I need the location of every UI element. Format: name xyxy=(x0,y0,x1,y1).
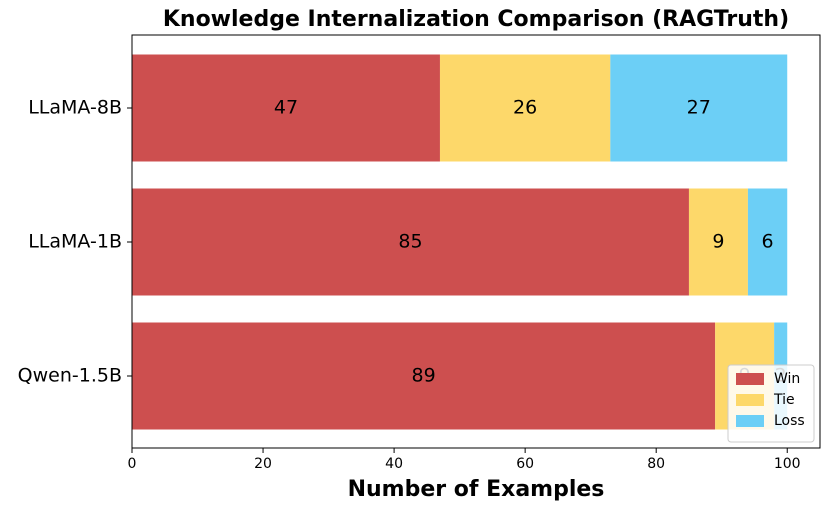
y-tick-label: LLaMA-8B xyxy=(28,97,122,119)
bar-segment xyxy=(439,54,611,162)
value-label: 85 xyxy=(398,231,422,253)
legend-swatch xyxy=(736,373,764,385)
bar-segment xyxy=(688,188,748,296)
x-tick-label: 40 xyxy=(385,456,403,472)
value-label: 9 xyxy=(712,231,724,253)
plot-frame xyxy=(131,34,821,449)
legend-swatch xyxy=(736,415,764,427)
bar-segment xyxy=(132,54,440,162)
x-tick-label: 80 xyxy=(647,456,665,472)
value-label: 47 xyxy=(274,97,298,119)
bar-segment xyxy=(747,188,788,296)
y-tick-label: Qwen-1.5B xyxy=(18,365,122,387)
legend-swatch xyxy=(736,394,764,406)
bar-segment xyxy=(132,188,689,296)
legend-label: Tie xyxy=(773,392,795,408)
x-axis-label: Number of Examples xyxy=(348,477,605,502)
x-tick-label: 60 xyxy=(516,456,534,472)
x-tick-label: 0 xyxy=(128,456,137,472)
x-tick-label: 100 xyxy=(774,456,801,472)
legend-label: Win xyxy=(774,371,800,387)
bar-segment xyxy=(610,54,788,162)
legend-label: Loss xyxy=(774,413,805,429)
value-label: 27 xyxy=(687,97,711,119)
chart-title: Knowledge Internalization Comparison (RA… xyxy=(163,7,789,32)
y-tick-label: LLaMA-1B xyxy=(28,231,122,253)
value-label: 89 xyxy=(411,365,435,387)
value-label: 26 xyxy=(513,97,537,119)
value-label: 6 xyxy=(762,231,774,253)
bar-segment xyxy=(132,322,716,430)
x-tick-label: 20 xyxy=(254,456,272,472)
